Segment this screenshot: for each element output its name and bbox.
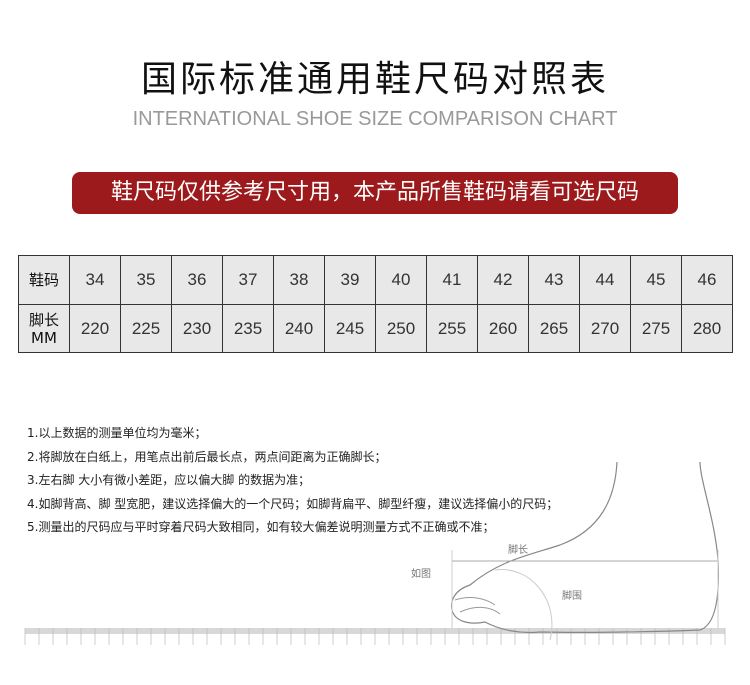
size-cell: 38 (273, 255, 325, 305)
size-cell: 37 (222, 255, 274, 305)
length-row: 脚长 MM 220 225 230 235 240 245 250 255 260 265 270 2… (18, 304, 733, 353)
length-cell: 220 (69, 304, 121, 353)
note-item: 5.测量出的尺码应与平时穿着尺码大致相同，如有较大偏差说明测量方式不正确或不准； (27, 520, 495, 534)
length-cell: 235 (222, 304, 274, 353)
length-label: 脚长 (28, 310, 59, 329)
size-cell: 41 (426, 255, 478, 305)
size-table: 鞋码 34 35 36 37 38 39 40 41 42 43 44 45 46 脚长 MM 220 2… (18, 255, 733, 353)
length-unit: MM (31, 328, 57, 347)
length-cell: 265 (528, 304, 580, 353)
note-item: 4.如脚背高、脚 型宽肥，建议选择偏大的一个尺码；如脚背扁平、脚型纤瘦，建议选择… (27, 496, 559, 511)
toe-lines (454, 597, 501, 615)
length-cell: 270 (579, 304, 631, 353)
size-row-header: 鞋码 (18, 255, 70, 305)
girth-arc (494, 569, 553, 641)
notice-banner: 鞋尺码仅供参考尺寸用，本产品所售鞋码请看可选尺码 (72, 172, 678, 214)
length-cell: 230 (171, 304, 223, 353)
length-row-header: 脚长 MM (18, 304, 70, 353)
length-cell: 275 (630, 304, 682, 353)
size-cell: 45 (630, 255, 682, 305)
page-title: 国际标准通用鞋尺码对照表 (140, 59, 609, 100)
measurement-notes: 1.以上数据的测量单位均为毫米； 2.将脚放在白纸上，用笔点出前后最长点，两点间距… (27, 422, 558, 540)
length-cell: 260 (477, 304, 529, 353)
foot-outline (450, 461, 719, 634)
note-item: 2.将脚放在白纸上，用笔点出前后最长点，两点间距离为正确脚长； (27, 449, 387, 464)
size-cell: 46 (681, 255, 733, 305)
note-item: 3.左右脚 大小有微小差距，应以偏大脚 的数据为准； (27, 473, 311, 487)
size-cell: 34 (69, 255, 121, 305)
foot-length-label: 脚长 (508, 545, 528, 556)
as-shown-label: 如图 (411, 569, 431, 580)
page-subtitle: INTERNATIONAL SHOE SIZE COMPARISON CHART (132, 108, 618, 130)
length-cell: 280 (681, 304, 733, 353)
note-item: 1.以上数据的测量单位均为毫米； (27, 426, 207, 440)
foot-girth-label: 脚围 (562, 591, 582, 602)
ruler (24, 628, 726, 645)
length-cell: 250 (375, 304, 427, 353)
length-cell: 240 (273, 304, 325, 353)
size-cell: 44 (579, 255, 631, 305)
length-cell: 245 (324, 304, 376, 353)
